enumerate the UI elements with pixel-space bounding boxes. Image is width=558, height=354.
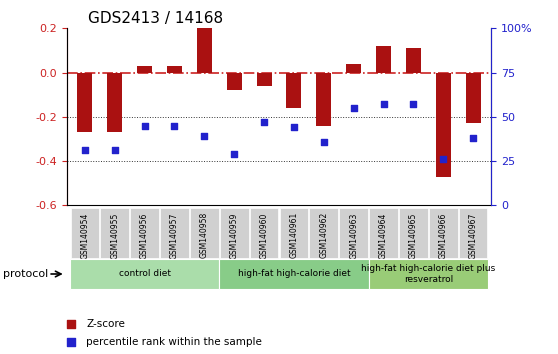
Text: GSM140954: GSM140954 [80,212,89,259]
Text: GSM140957: GSM140957 [170,212,179,259]
Bar [227,73,242,90]
Point [409,102,418,107]
Text: Z-score: Z-score [86,319,125,329]
Text: high-fat high-calorie diet: high-fat high-calorie diet [238,269,350,279]
Text: protocol: protocol [3,269,49,279]
Point [469,135,478,141]
Point [200,133,209,139]
Bar [466,73,480,124]
FancyBboxPatch shape [459,207,488,258]
Point [439,156,448,162]
Bar [137,66,152,73]
FancyBboxPatch shape [70,259,219,289]
Bar [436,73,451,177]
FancyBboxPatch shape [429,207,458,258]
Bar [197,28,212,73]
FancyBboxPatch shape [399,207,428,258]
Text: GSM140965: GSM140965 [409,212,418,259]
Text: control diet: control diet [119,269,171,279]
Point [140,123,149,129]
Point [170,123,179,129]
FancyBboxPatch shape [130,207,159,258]
FancyBboxPatch shape [100,207,129,258]
FancyBboxPatch shape [190,207,219,258]
Bar [167,66,182,73]
FancyBboxPatch shape [369,207,398,258]
Text: GDS2413 / 14168: GDS2413 / 14168 [88,11,223,26]
FancyBboxPatch shape [339,207,368,258]
FancyBboxPatch shape [70,207,99,258]
Bar [257,73,272,86]
FancyBboxPatch shape [369,259,488,289]
Bar [78,73,92,132]
Text: GSM140960: GSM140960 [259,212,268,259]
FancyBboxPatch shape [310,207,338,258]
Point [110,148,119,153]
FancyBboxPatch shape [219,259,369,289]
Point [349,105,358,111]
Point [379,102,388,107]
Bar [346,64,361,73]
Text: GSM140964: GSM140964 [379,212,388,259]
FancyBboxPatch shape [160,207,189,258]
Bar [107,73,122,132]
Point [230,151,239,157]
Bar [406,48,421,73]
Text: GSM140963: GSM140963 [349,212,358,259]
Bar [376,46,391,73]
Bar [316,73,331,126]
Text: GSM140961: GSM140961 [290,212,299,258]
FancyBboxPatch shape [250,207,278,258]
Point [290,125,299,130]
Text: GSM140966: GSM140966 [439,212,448,259]
FancyBboxPatch shape [280,207,308,258]
Point [80,148,89,153]
Text: GSM140958: GSM140958 [200,212,209,258]
Point [313,250,322,255]
Text: GSM140959: GSM140959 [230,212,239,259]
Text: high-fat high-calorie diet plus
resveratrol: high-fat high-calorie diet plus resverat… [361,264,496,284]
Text: GSM140967: GSM140967 [469,212,478,259]
Text: GSM140956: GSM140956 [140,212,149,259]
Text: percentile rank within the sample: percentile rank within the sample [86,337,262,347]
Text: GSM140955: GSM140955 [110,212,119,259]
FancyBboxPatch shape [220,207,248,258]
Point [313,88,322,94]
Point [319,139,328,144]
Text: GSM140962: GSM140962 [319,212,328,258]
Bar [286,73,301,108]
Point [259,119,268,125]
